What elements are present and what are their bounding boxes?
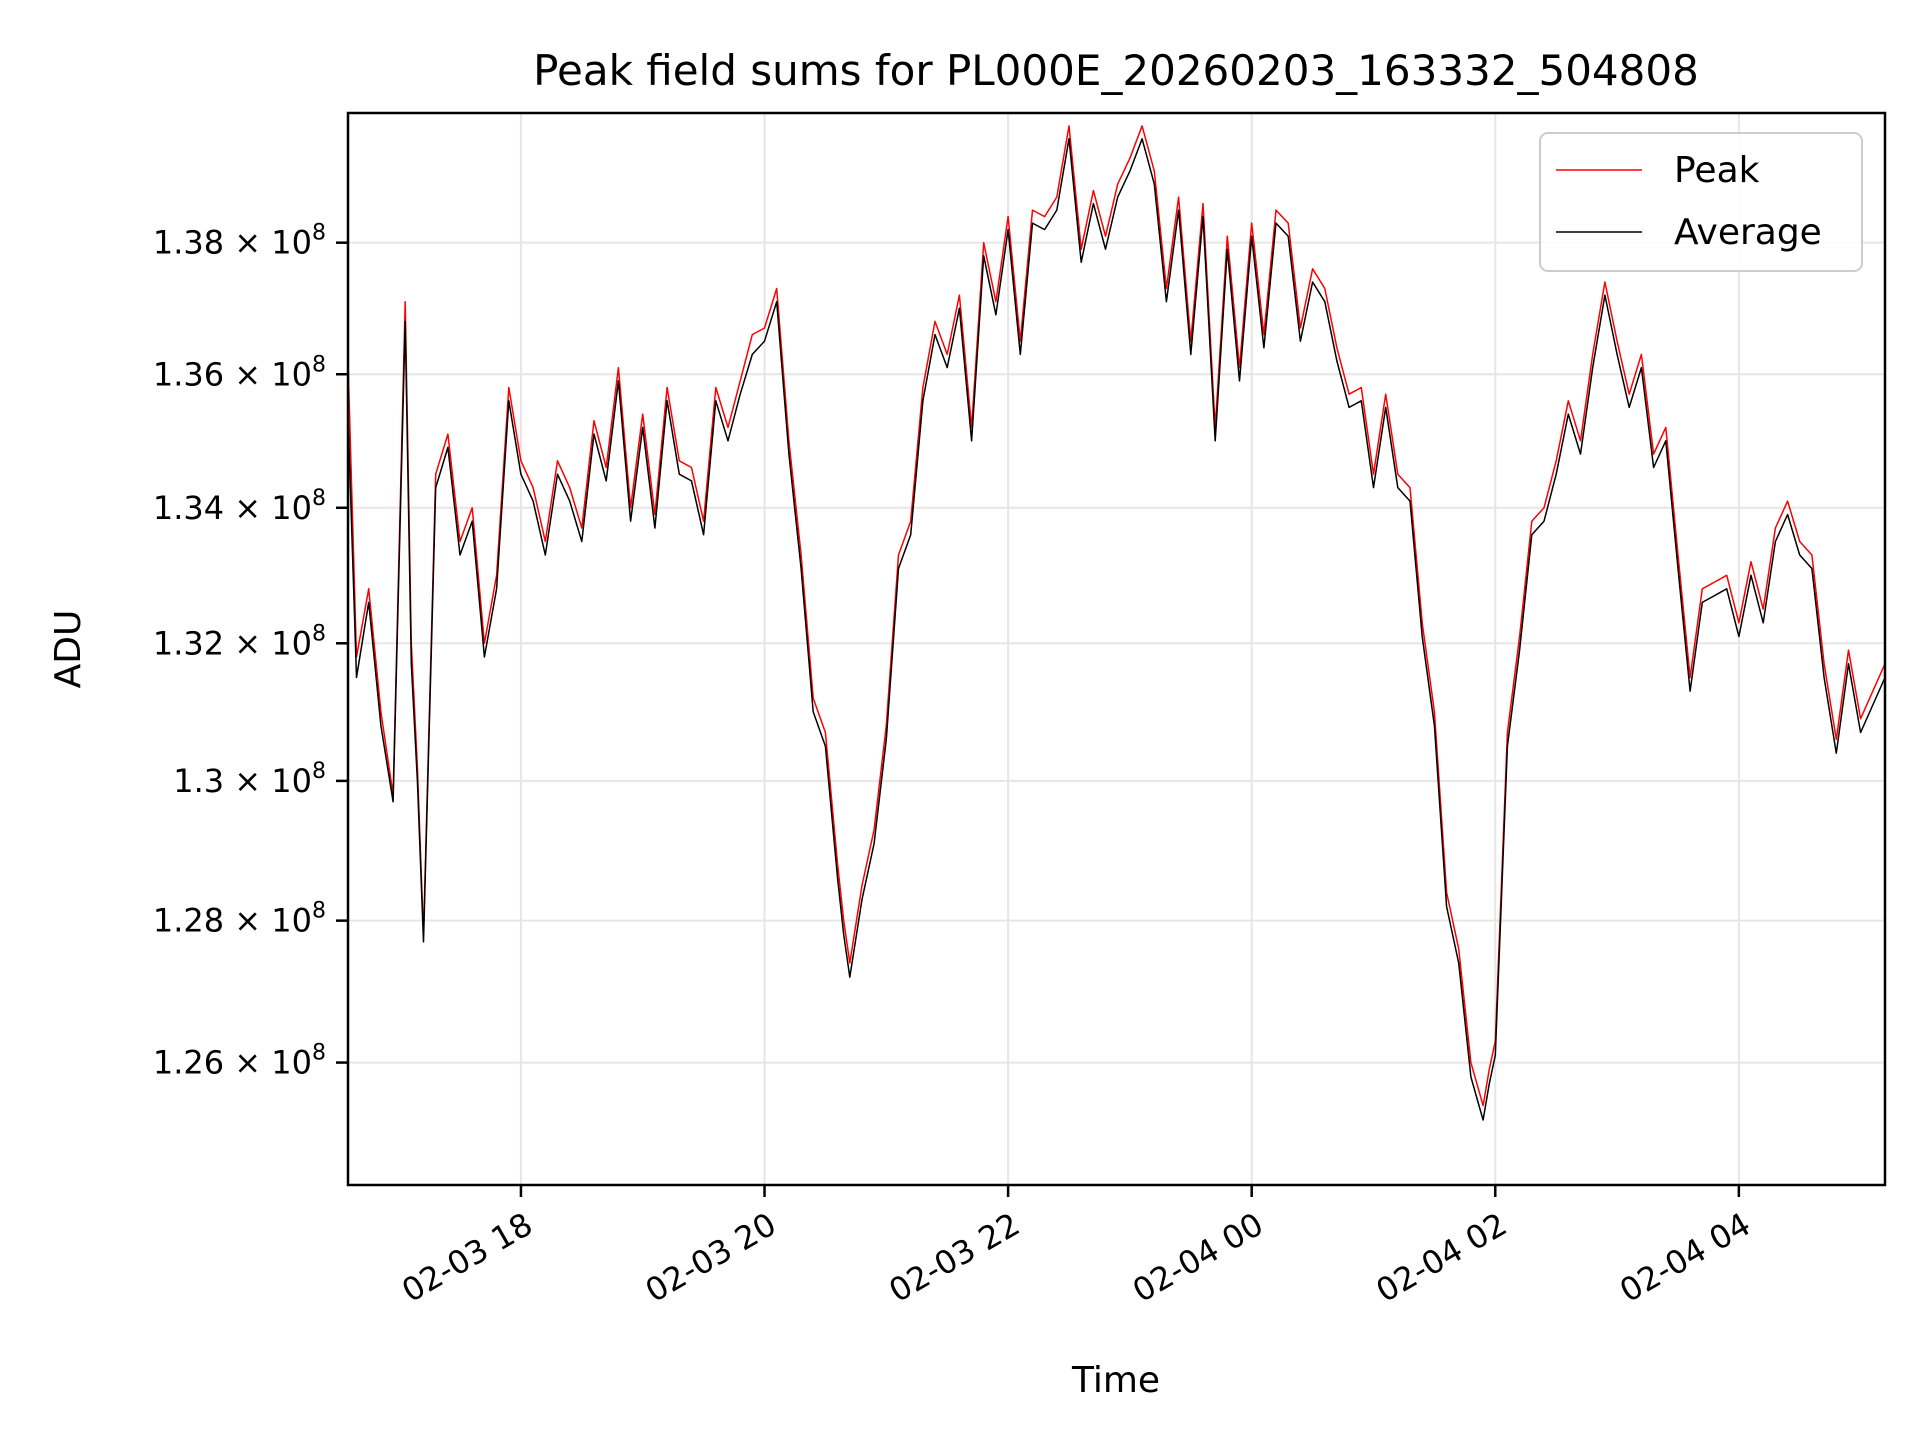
y-axis-ticks: 1.26 × 108 1.28 × 108 1.3 × 108 1.32 × 108 1… xyxy=(153,221,348,1082)
y-tick-label: 1.36 × 108 xyxy=(153,352,326,393)
y-tick-label: 1.26 × 108 xyxy=(153,1041,326,1082)
legend-average-label: Average xyxy=(1674,212,1822,253)
y-axis-label: ADU xyxy=(48,610,89,689)
legend: Peak Average xyxy=(1539,132,1863,272)
legend-peak-label: Peak xyxy=(1674,150,1760,191)
y-tick-label: 1.32 × 108 xyxy=(153,621,326,662)
chart-title: Peak field sums for PL000E_20260203_1633… xyxy=(533,46,1699,95)
plot-frame xyxy=(346,111,1887,1187)
y-tick-label: 1.38 × 108 xyxy=(153,221,326,262)
x-axis-label: Time xyxy=(1071,1360,1160,1401)
series-line-peak xyxy=(348,125,1885,1107)
grid xyxy=(348,113,1885,1185)
y-tick-label: 1.28 × 108 xyxy=(153,899,326,940)
series-layer xyxy=(348,125,1885,1121)
series-line-average xyxy=(348,138,1885,1121)
y-tick-label: 1.3 × 108 xyxy=(173,759,326,800)
y-tick-label: 1.34 × 108 xyxy=(153,486,326,527)
legend-box xyxy=(1539,132,1863,272)
